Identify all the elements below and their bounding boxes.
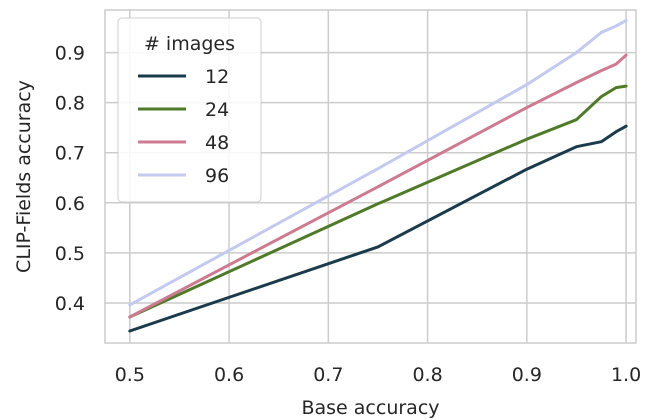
plot-frame	[104, 9, 637, 344]
series-line-96	[128, 19, 628, 307]
tick-labels: 0.5 0.6 0.7 0.8 0.9 1.0 0.4 0.5 0.6 0.7 0.8 0.9	[55, 43, 641, 386]
y-tick-label: 0.6	[55, 193, 85, 215]
legend-title: # images	[144, 33, 235, 55]
legend-box	[117, 17, 262, 203]
series-line-12	[128, 124, 628, 333]
legend-label-48: 48	[205, 132, 229, 154]
series-layer	[128, 19, 628, 333]
legend-label-96: 96	[205, 165, 229, 187]
x-tick-label: 0.9	[512, 364, 542, 386]
legend-label-12: 12	[205, 66, 229, 88]
x-tick-label: 0.6	[214, 364, 244, 386]
legend-label-24: 24	[205, 99, 229, 121]
x-axis-label: Base accuracy	[301, 397, 439, 419]
y-tick-label: 0.5	[55, 243, 85, 265]
y-tick-label: 0.8	[55, 93, 85, 115]
y-tick-label: 0.7	[55, 143, 85, 165]
legend-items: 12 24 48 96	[138, 66, 229, 187]
x-tick-label: 0.5	[115, 364, 145, 386]
y-tick-label: 0.4	[55, 293, 85, 315]
series-line-24	[128, 84, 628, 319]
y-tick-label: 0.9	[55, 43, 85, 65]
legend: # images 12 24 48 96	[117, 17, 262, 203]
x-tick-label: 0.8	[412, 364, 442, 386]
y-axis-label: CLIP-Fields accuracy	[13, 80, 35, 273]
series-line-48	[128, 53, 628, 319]
x-tick-label: 1.0	[611, 364, 641, 386]
x-tick-label: 0.7	[313, 364, 343, 386]
